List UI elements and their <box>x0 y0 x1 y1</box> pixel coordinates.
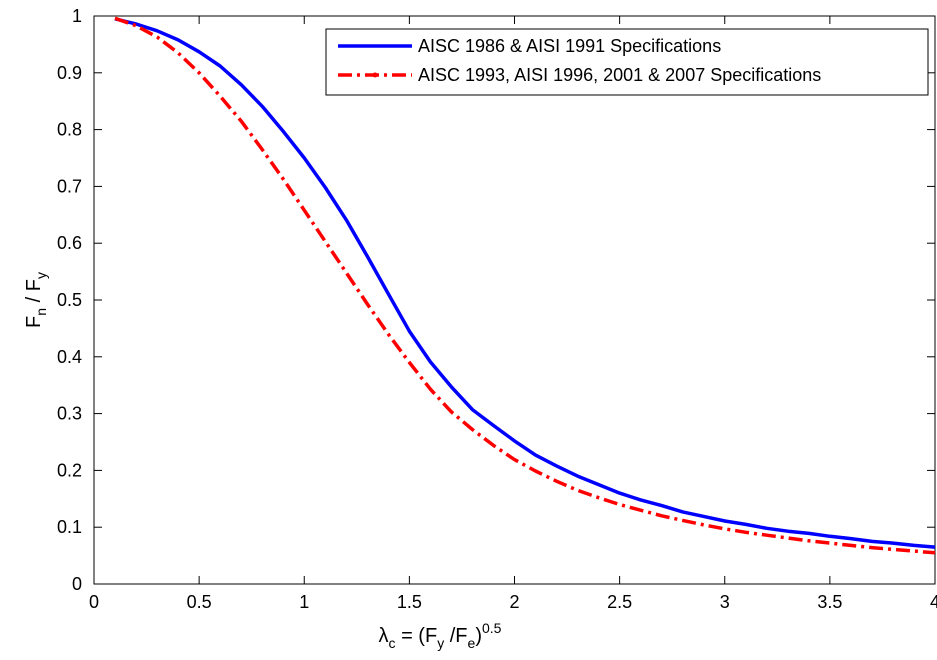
x-axis-title-sub2: y <box>437 635 444 651</box>
x-axis-title-mid: = (F <box>396 625 438 647</box>
x-tick-labels: 0 0.5 1 1.5 2 2.5 3 3.5 4 <box>89 592 937 612</box>
y-tick-labels: 0 0.1 0.2 0.3 0.4 0.5 0.6 0.7 0.8 0.9 1 <box>57 6 82 594</box>
x-tick-label: 3.5 <box>817 592 842 612</box>
legend-label-1: AISC 1986 & AISI 1991 Specifications <box>418 36 721 56</box>
x-tick-label: 0.5 <box>187 592 212 612</box>
x-tick-label: 4 <box>930 592 937 612</box>
legend-box <box>325 28 929 96</box>
y-tick-label: 0.5 <box>57 290 82 310</box>
y-axis-title-sub2: y <box>33 272 49 279</box>
series-line-aisc-1986 <box>114 17 936 549</box>
plot-area <box>93 15 936 585</box>
x-axis-title: λc = (Fy /Fe)0.5 <box>379 620 502 651</box>
series-layer <box>114 16 936 555</box>
y-tick-label: 0.7 <box>57 176 82 196</box>
legend: AISC 1986 & AISI 1991 Specifications AIS… <box>325 28 929 96</box>
y-axis-title-part1: F <box>23 316 45 328</box>
y-tick-label: 1 <box>72 6 82 26</box>
x-axis-title-sub: c <box>389 635 396 651</box>
x-tick-label: 2.5 <box>607 592 632 612</box>
x-tick-label: 1 <box>299 592 309 612</box>
y-tick-label: 0.6 <box>57 233 82 253</box>
x-tick-label: 0 <box>89 592 99 612</box>
x-tick-label: 3 <box>720 592 730 612</box>
x-tick-label: 1.5 <box>397 592 422 612</box>
y-axis-title: Fn / Fy <box>23 272 49 328</box>
y-tick-label: 0.2 <box>57 460 82 480</box>
legend-swatch-red-marker <box>372 72 378 78</box>
y-tick-label: 0.3 <box>57 404 82 424</box>
y-tick-label: 0.9 <box>57 63 82 83</box>
y-axis-title-part2: / F <box>23 279 45 308</box>
x-axis-title-base: λ <box>379 625 389 647</box>
y-tick-label: 0 <box>72 574 82 594</box>
y-tick-label: 0.1 <box>57 517 82 537</box>
y-tick-label: 0.8 <box>57 120 82 140</box>
y-axis-title-sub1: n <box>33 308 49 316</box>
series-line-aisc-1993 <box>114 16 936 555</box>
x-axis-title-mid2: /F <box>444 625 467 647</box>
x-axis-title-sub3: e <box>468 635 476 651</box>
x-axis-title-sup: 0.5 <box>482 620 502 636</box>
legend-label-2: AISC 1993, AISI 1996, 2001 & 2007 Specif… <box>418 65 821 85</box>
x-axis-title-close: ) <box>475 625 482 647</box>
x-tick-label: 2 <box>509 592 519 612</box>
y-tick-label: 0.4 <box>57 347 82 367</box>
